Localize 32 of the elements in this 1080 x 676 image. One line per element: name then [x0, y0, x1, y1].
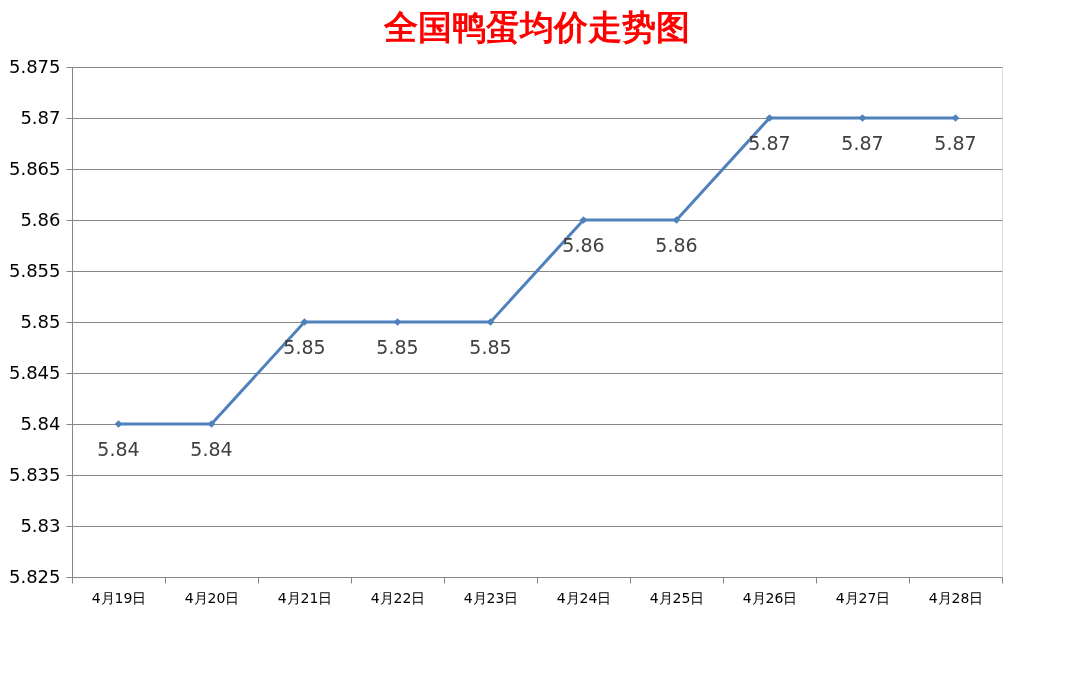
y-tick-label: 5.87	[20, 106, 61, 128]
chart-title: 全国鸭蛋均价走势图	[383, 7, 690, 47]
x-tick-label: 4月19日	[91, 589, 147, 606]
y-tick-label: 5.84	[20, 412, 61, 434]
y-tick-label: 5.855	[8, 259, 61, 281]
x-tick-label: 4月25日	[649, 589, 705, 606]
y-tick-label: 5.865	[8, 157, 61, 179]
data-label: 5.84	[97, 438, 140, 460]
data-label: 5.85	[283, 336, 326, 358]
x-tick-label: 4月26日	[742, 589, 798, 606]
y-tick-label: 5.845	[8, 361, 61, 383]
data-label: 5.85	[376, 336, 419, 358]
x-tick-label: 4月27日	[835, 589, 891, 606]
x-tick-label: 4月28日	[928, 589, 984, 606]
y-tick-label: 5.875	[8, 55, 61, 77]
y-tick-label: 5.835	[8, 463, 61, 485]
y-tick-label: 5.86	[20, 208, 61, 230]
x-tick-label: 4月20日	[184, 589, 240, 606]
y-tick-label: 5.83	[20, 514, 61, 536]
data-label: 5.87	[934, 132, 977, 154]
data-label: 5.87	[841, 132, 884, 154]
y-tick-label: 5.85	[20, 310, 61, 332]
data-label: 5.84	[190, 438, 233, 460]
data-label: 5.86	[655, 234, 698, 256]
data-label: 5.87	[748, 132, 791, 154]
y-tick-label: 5.825	[8, 565, 61, 587]
x-tick-label: 4月24日	[556, 589, 612, 606]
data-label: 5.86	[562, 234, 605, 256]
data-label: 5.85	[469, 336, 512, 358]
x-tick-label: 4月22日	[370, 589, 426, 606]
x-tick-label: 4月23日	[463, 589, 519, 606]
x-tick-label: 4月21日	[277, 589, 333, 606]
